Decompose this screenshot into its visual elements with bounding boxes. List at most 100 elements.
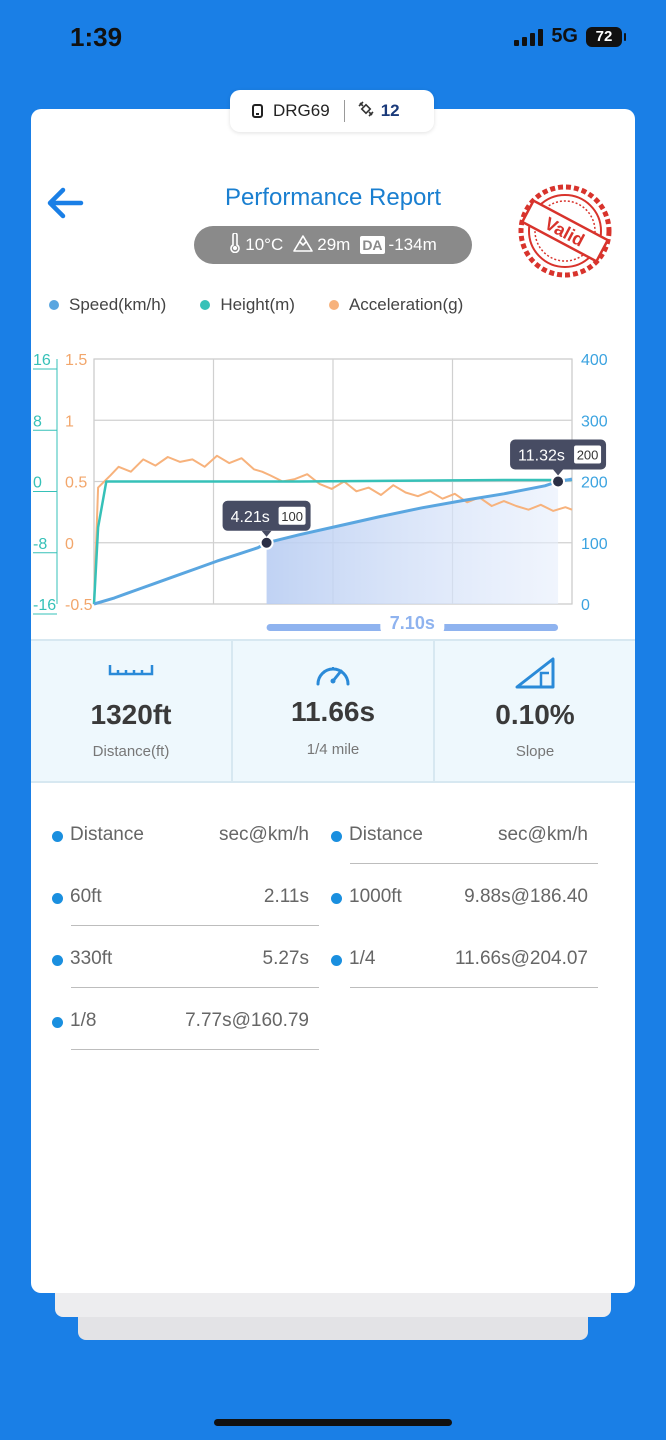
marker-speed-box <box>574 445 602 464</box>
marker-speed-label: 200 <box>577 448 599 463</box>
divider <box>71 925 319 926</box>
split-header-left: Distance sec@km/h <box>49 821 319 883</box>
split-label: 1/8 <box>70 1010 97 1031</box>
mountain-icon <box>293 234 314 257</box>
legend-item-acceleration[interactable]: Acceleration(g) <box>328 295 464 315</box>
split-label: 60ft <box>70 886 102 907</box>
acceleration-tick-label: 0.5 <box>65 475 87 492</box>
marker-speed-label: 100 <box>281 509 303 524</box>
split-label: Distance <box>349 824 423 845</box>
stats-panel: 1320ft Distance(ft) 11.66s 1/4 mile 0.10… <box>31 639 635 783</box>
split-value: 5.27s <box>262 948 309 969</box>
divider <box>71 1049 319 1050</box>
split-label: Distance <box>70 824 144 845</box>
arrow-left-icon <box>47 187 84 219</box>
valid-stamp: Valid <box>518 184 612 278</box>
divider <box>350 863 598 864</box>
legend-label: Acceleration(g) <box>348 295 464 314</box>
legend-item-height[interactable]: Height(m) <box>200 295 295 315</box>
bullet <box>331 831 342 842</box>
chart-legend: Speed(km/h) Height(m) Acceleration(g) <box>49 295 497 315</box>
speed-tick-label: 100 <box>581 536 608 553</box>
network-type: 5G <box>551 25 578 47</box>
legend-dot <box>49 300 59 310</box>
speed-tick-label: 200 <box>581 475 608 492</box>
ruler-icon <box>108 661 154 682</box>
split-label: 330ft <box>70 948 113 969</box>
bullet <box>52 1017 63 1028</box>
signal-icon <box>514 28 544 46</box>
speed-marker <box>259 535 274 550</box>
interval-highlight <box>266 481 559 604</box>
marker-speed-box <box>278 506 306 525</box>
stat-quarter-mile: 11.66s 1/4 mile <box>231 641 433 781</box>
split-value: 7.77s@160.79 <box>185 1010 309 1031</box>
marker-time-label: 4.21s <box>231 509 270 526</box>
bullet <box>52 955 63 966</box>
height-line <box>92 478 572 605</box>
battery-icon: 72 <box>586 26 626 47</box>
interval-label: 7.10s <box>390 613 435 633</box>
split-label: 1/4 <box>349 948 376 969</box>
conditions-pill: 10°C 29m DA -134m <box>194 226 472 264</box>
marker-time-label: 11.32s <box>518 448 565 465</box>
satellite-icon <box>357 100 375 123</box>
tooltip-pointer <box>553 469 564 476</box>
split-label: 1000ft <box>349 886 402 907</box>
back-button[interactable] <box>45 183 85 223</box>
density-altitude: -134m <box>388 235 437 254</box>
height-tick-label: -8 <box>33 536 47 553</box>
stat-label: 1/4 mile <box>306 741 360 758</box>
stat-label: Slope <box>515 743 555 760</box>
height-tick-label: -16 <box>33 597 56 614</box>
device-icon <box>252 104 263 118</box>
temperature: 10°C <box>245 235 284 254</box>
acceleration-tick-label: 1 <box>65 413 74 430</box>
interval-label-bg <box>380 612 445 634</box>
split-value: sec@km/h <box>497 824 588 845</box>
status-icons: 5G 72 <box>514 25 626 48</box>
legend-label: Height(m) <box>220 295 295 314</box>
acceleration-line <box>93 454 573 605</box>
acceleration-tick-label: 1.5 <box>65 352 87 369</box>
height-tick-label: 0 <box>33 475 42 492</box>
device-pill[interactable]: DRG69 12 <box>230 90 434 132</box>
slope-icon <box>513 655 557 696</box>
tooltip-pointer <box>261 530 272 537</box>
height-tick-label: 16 <box>33 352 51 369</box>
divider <box>350 987 598 988</box>
legend-item-speed[interactable]: Speed(km/h) <box>49 295 166 315</box>
height-tick-label: 8 <box>33 413 42 430</box>
home-indicator[interactable] <box>214 1419 452 1426</box>
legend-label: Speed(km/h) <box>69 295 167 314</box>
thermometer-icon <box>229 231 241 258</box>
bullet <box>331 893 342 904</box>
speed-marker <box>551 474 566 489</box>
speed-tick-label: 400 <box>581 352 608 369</box>
legend-dot <box>200 300 211 310</box>
bullet <box>52 893 63 904</box>
speedometer-icon <box>313 659 353 694</box>
split-row: 330ft 5.27s <box>49 945 319 1007</box>
status-time: 1:39 <box>70 22 123 52</box>
split-value: 11.66s@204.07 <box>454 948 588 969</box>
battery-level: 72 <box>595 28 613 45</box>
split-row: 1000ft 9.88s@186.40 <box>328 883 598 945</box>
performance-chart[interactable]: 16 1.5 400 8 1 300 0 0.5 200 -8 0 100 -16 -0.5 0 7.10s 4… <box>31 334 635 634</box>
satellite-count: 12 <box>380 101 400 120</box>
divider <box>71 987 319 988</box>
bullet <box>331 955 342 966</box>
stat-slope: 0.10% Slope <box>433 641 635 781</box>
page-title: Performance Report <box>224 184 442 211</box>
device-id: DRG69 <box>273 101 330 120</box>
speed-tick-label: 0 <box>581 597 590 614</box>
report-card: Performance Report 10°C 29m DA -134m Vali… <box>31 109 635 1293</box>
split-row: 1/4 11.66s@204.07 <box>328 945 598 1007</box>
stat-label: Distance(ft) <box>92 743 170 760</box>
divider <box>343 100 345 122</box>
split-header-right: Distance sec@km/h <box>328 821 598 883</box>
split-value: 2.11s <box>263 886 309 907</box>
altitude: 29m <box>317 235 351 254</box>
da-label: DA <box>360 236 385 254</box>
split-row: 1/8 7.77s@160.79 <box>49 1007 319 1069</box>
